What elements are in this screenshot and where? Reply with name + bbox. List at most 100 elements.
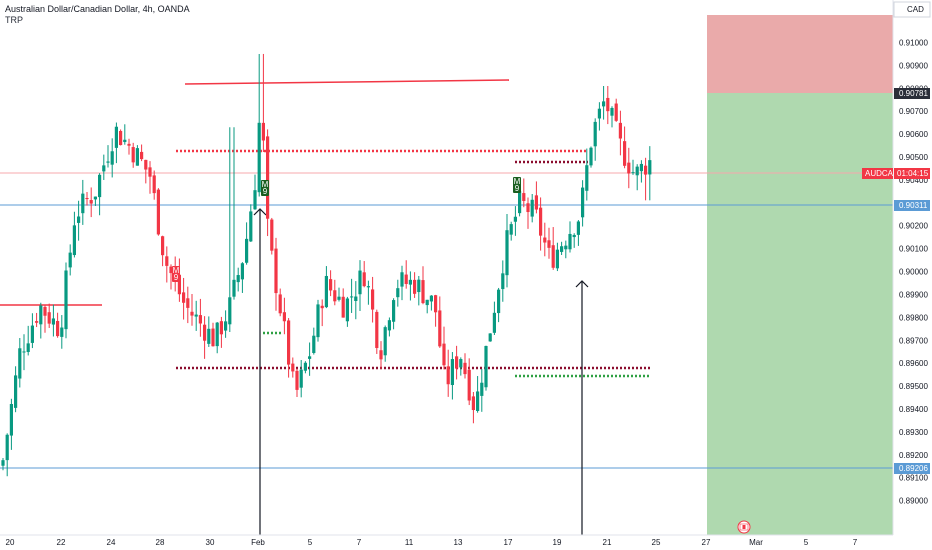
candle-body[interactable] [320, 305, 324, 309]
candle-body[interactable] [106, 161, 110, 163]
candle-body[interactable] [177, 274, 181, 295]
candle-body[interactable] [102, 165, 106, 172]
candle-body[interactable] [35, 321, 39, 323]
candle-body[interactable] [623, 141, 627, 166]
candle-body[interactable] [446, 366, 450, 385]
candle-body[interactable] [560, 246, 564, 252]
candle-body[interactable] [240, 263, 244, 280]
candle-body[interactable] [413, 279, 417, 294]
candle-body[interactable] [576, 221, 580, 235]
candle-body[interactable] [81, 193, 85, 214]
candle-body[interactable] [350, 296, 354, 298]
m9-marker-2[interactable]: M 9 [513, 177, 521, 193]
candle-body[interactable] [194, 314, 198, 317]
candle-body[interactable] [400, 272, 404, 287]
candle-body[interactable] [421, 280, 425, 304]
m9-marker-1[interactable]: M 9 [261, 180, 269, 196]
candle-body[interactable] [72, 225, 76, 256]
candle-body[interactable] [484, 345, 488, 388]
candle-body[interactable] [589, 147, 593, 166]
candle-body[interactable] [98, 174, 102, 198]
candle-body[interactable] [627, 162, 631, 174]
candle-body[interactable] [5, 434, 9, 461]
candle-body[interactable] [354, 296, 358, 301]
candle-body[interactable] [513, 216, 517, 222]
candle-body[interactable] [257, 122, 261, 193]
candle-body[interactable] [324, 275, 328, 308]
candle-body[interactable] [450, 359, 454, 386]
candle-body[interactable] [648, 160, 652, 175]
take-profit-zone[interactable] [707, 93, 893, 535]
candle-body[interactable] [219, 321, 223, 335]
candle-body[interactable] [26, 343, 30, 352]
candle-body[interactable] [215, 322, 219, 347]
stop-loss-zone[interactable] [707, 15, 893, 93]
candle-body[interactable] [551, 245, 555, 268]
candle-body[interactable] [295, 370, 299, 390]
candle-body[interactable] [211, 328, 215, 347]
candle-body[interactable] [182, 292, 186, 303]
candle-body[interactable] [492, 312, 496, 333]
candle-body[interactable] [396, 288, 400, 298]
stop-price-tag[interactable]: 0.90781 [894, 88, 930, 99]
m9-marker-red[interactable]: M 9 [172, 266, 180, 282]
candle-body[interactable] [425, 299, 429, 306]
candle-body[interactable] [308, 356, 312, 359]
candle-body[interactable] [232, 279, 236, 297]
candle-body[interactable] [64, 270, 68, 330]
candle-body[interactable] [383, 327, 387, 356]
candle-body[interactable] [156, 189, 160, 235]
candle-body[interactable] [362, 272, 366, 287]
candle-body[interactable] [282, 312, 286, 322]
currency-box[interactable]: CAD [893, 1, 931, 18]
candle-body[interactable] [152, 175, 156, 194]
candle-body[interactable] [404, 274, 408, 284]
candle-body[interactable] [287, 320, 291, 365]
candle-body[interactable] [530, 199, 534, 217]
candle-body[interactable] [253, 190, 257, 210]
candle-body[interactable] [639, 163, 643, 172]
candle-body[interactable] [22, 351, 26, 353]
candle-body[interactable] [14, 375, 18, 408]
candle-body[interactable] [224, 321, 228, 331]
candle-body[interactable] [68, 252, 72, 268]
candle-body[interactable] [488, 333, 492, 342]
candle-body[interactable] [127, 143, 131, 146]
candle-body[interactable] [1, 460, 5, 466]
candle-body[interactable] [56, 320, 60, 337]
candle-body[interactable] [140, 151, 144, 160]
candle-body[interactable] [278, 294, 282, 314]
candle-body[interactable] [47, 312, 51, 324]
candle-body[interactable] [135, 148, 139, 166]
candle-body[interactable] [89, 200, 93, 204]
candle-body[interactable] [9, 404, 13, 436]
candle-body[interactable] [148, 167, 152, 177]
candle-body[interactable] [249, 211, 253, 242]
candle-body[interactable] [161, 236, 165, 256]
candle-body[interactable] [518, 191, 522, 214]
candle-body[interactable] [602, 101, 606, 107]
candle-body[interactable] [144, 159, 148, 170]
candle-body[interactable] [291, 363, 295, 372]
candle-body[interactable] [429, 295, 433, 302]
candle-body[interactable] [190, 311, 194, 316]
candle-body[interactable] [417, 279, 421, 293]
candle-body[interactable] [43, 306, 47, 316]
candle-body[interactable] [203, 324, 207, 341]
candle-body[interactable] [635, 166, 639, 176]
lower-blue-price-tag[interactable]: 0.89206 [894, 463, 930, 474]
candle-body[interactable] [18, 348, 22, 379]
candle-body[interactable] [522, 193, 526, 201]
candle-body[interactable] [114, 126, 118, 148]
candle-body[interactable] [329, 279, 333, 291]
candle-body[interactable] [547, 240, 551, 248]
candle-body[interactable] [341, 296, 345, 318]
candle-body[interactable] [618, 122, 622, 139]
candle-body[interactable] [316, 304, 320, 338]
canada-flag-icon[interactable] [737, 520, 751, 534]
candle-body[interactable] [337, 296, 341, 300]
candle-body[interactable] [568, 233, 572, 250]
candle-body[interactable] [476, 391, 480, 411]
candle-body[interactable] [534, 195, 538, 210]
